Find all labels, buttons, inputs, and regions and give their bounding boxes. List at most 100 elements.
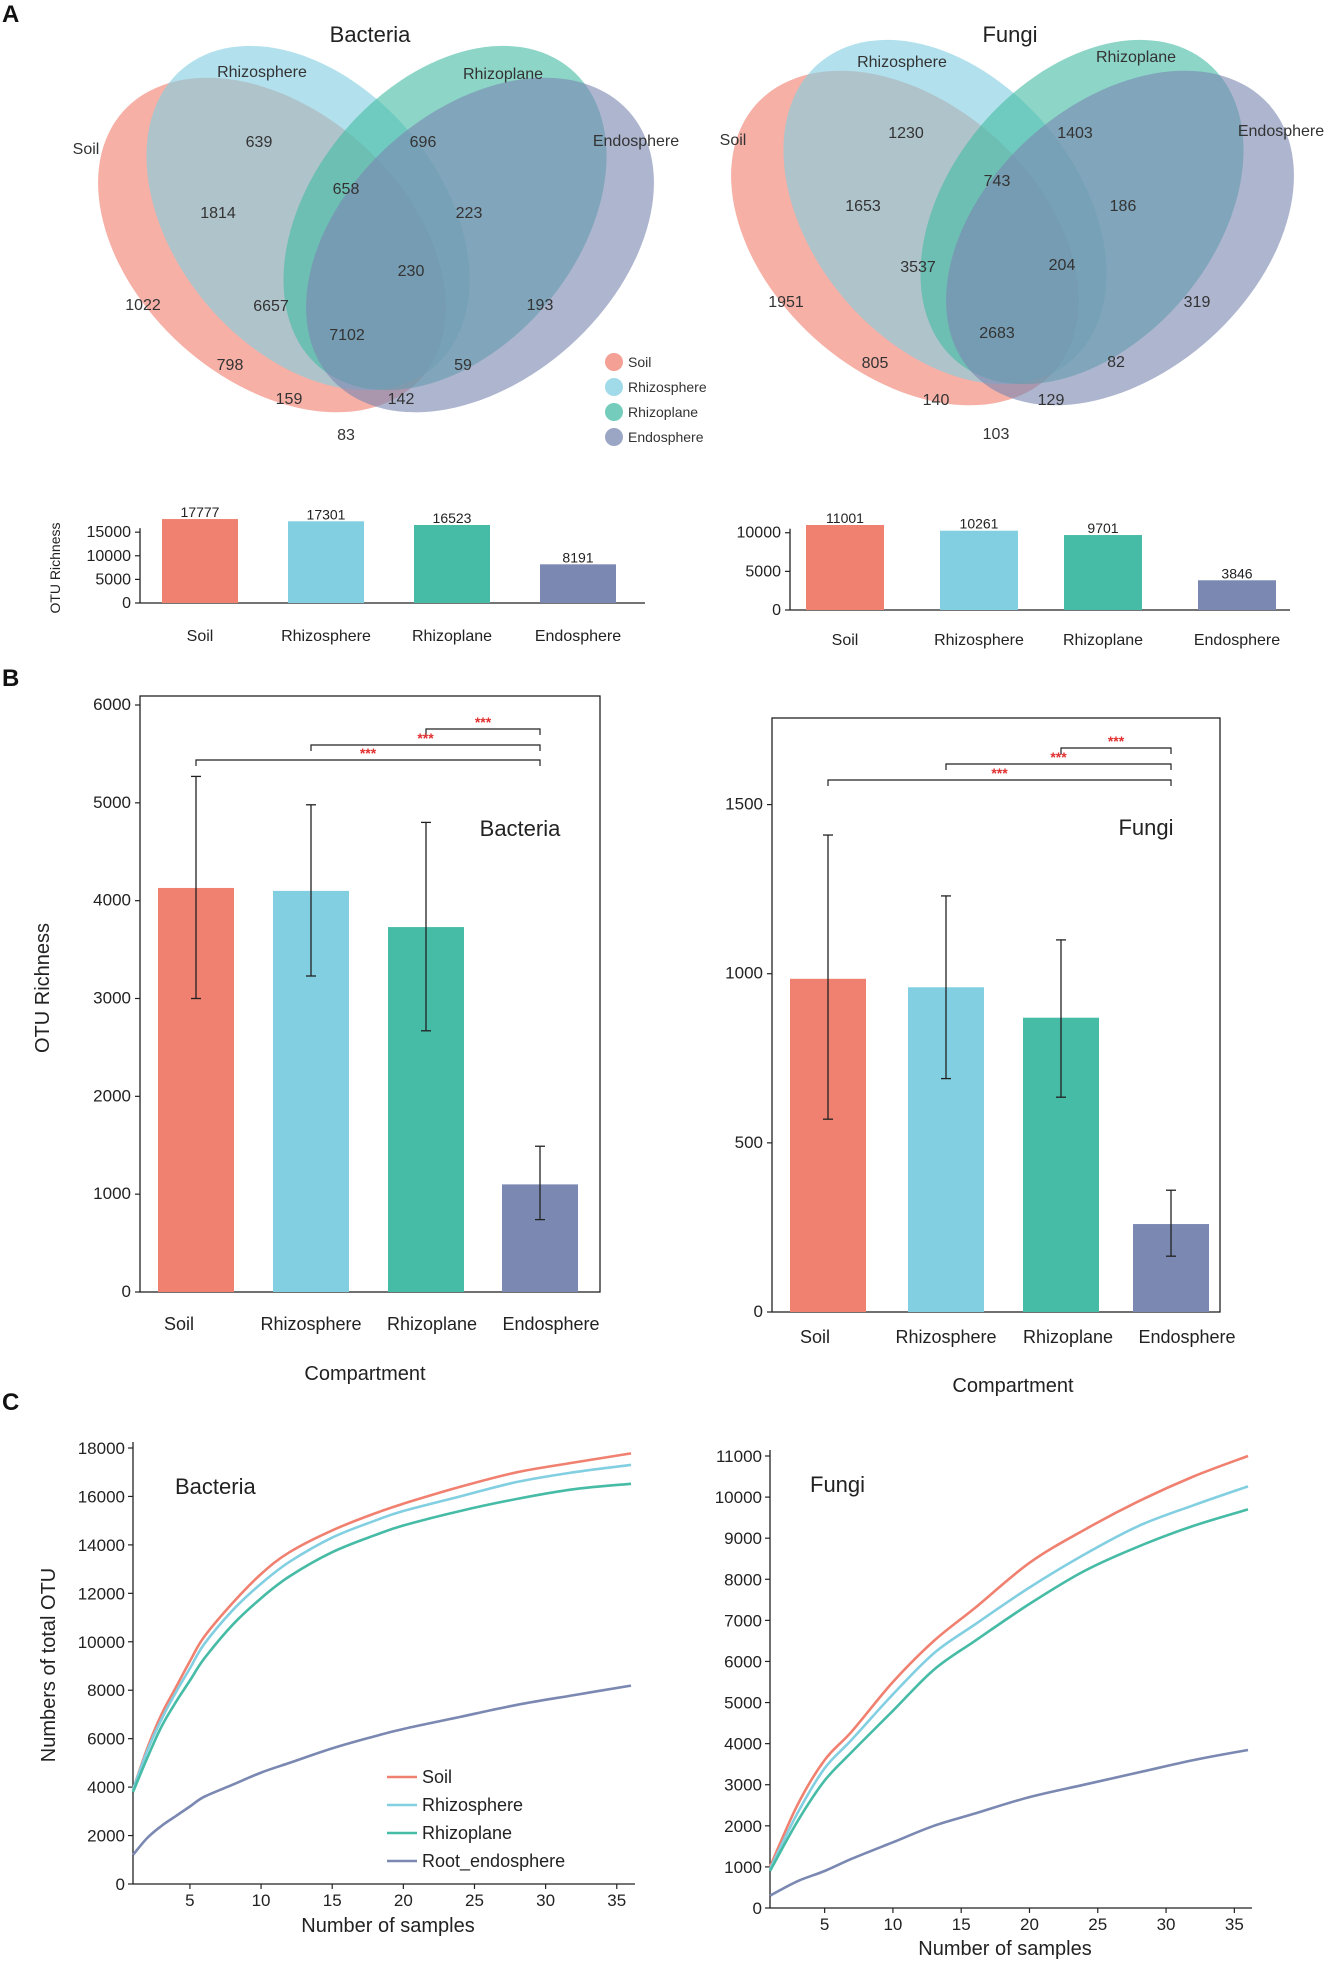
venn-title: Bacteria [330, 22, 411, 47]
x-tick-label: 15 [323, 1891, 342, 1910]
y-tick-label: 4000 [724, 1735, 762, 1754]
chart-title: Bacteria [480, 816, 561, 841]
legend-label-root-endosphere: Root_endosphere [422, 1851, 565, 1872]
accumulation-fungi: 0 1000 2000 3000 4000 5000 6000 7000 8000 9000 100… [715, 1447, 1252, 1960]
venn-count-all: 2683 [979, 325, 1015, 342]
x-tick-label-rhizoplane: Rhizoplane [1063, 632, 1143, 649]
y-tick-label: 15000 [87, 524, 132, 541]
venn-legend-swatch-rhizosphere [605, 378, 623, 396]
significance-label: *** [417, 730, 434, 746]
venn-set-label-rhizosphere: Rhizosphere [857, 54, 947, 71]
y-tick-label: 0 [753, 1899, 762, 1918]
series-line-rhizosphere [768, 1485, 1249, 1870]
y-tick-label: 4000 [87, 1778, 125, 1797]
venn-count-rhizosphere-endosphere: 82 [1107, 354, 1125, 371]
y-tick-label: 0 [754, 1302, 763, 1321]
significance-bracket [827, 779, 1172, 786]
venn-set-label-rhizoplane: Rhizoplane [463, 66, 543, 83]
venn-count-soil-rhizosphere-endosphere: 142 [388, 391, 415, 408]
venn-set-label-soil: Soil [73, 141, 100, 158]
panel-labels: A B C [2, 1, 19, 1416]
bar-value-label: 3846 [1221, 565, 1252, 581]
x-tick-label-rhizosphere: Rhizosphere [260, 1314, 361, 1334]
plot-frame [771, 717, 1221, 1313]
significance-bracket [195, 759, 541, 766]
y-tick-label: 14000 [78, 1536, 125, 1555]
venn-count-rhizoplane: 696 [410, 134, 437, 151]
x-tick-label-endosphere: Endosphere [502, 1314, 599, 1334]
significance-label: *** [1108, 733, 1125, 749]
bar-soil [162, 519, 238, 603]
venn-count-soil-endosphere: 83 [337, 427, 355, 444]
venn-count-soil-rhizosphere-endosphere: 129 [1038, 392, 1065, 409]
y-tick-label: 5000 [93, 793, 131, 812]
venn-count-rhizosphere: 639 [246, 134, 273, 151]
venn-legend-label-rhizosphere: Rhizosphere [628, 379, 707, 395]
x-tick-label: 20 [1020, 1915, 1039, 1934]
y-tick-label: 11000 [716, 1447, 762, 1466]
x-tick-label: 15 [952, 1915, 971, 1934]
bar-value-label: 8191 [562, 549, 593, 565]
x-tick-label-soil: Soil [800, 1327, 830, 1347]
x-tick-label-endosphere: Endosphere [535, 628, 621, 645]
venn-count-soil-rhizoplane-endosphere: 159 [276, 391, 303, 408]
x-axis-label: Compartment [952, 1375, 1074, 1397]
y-tick-label: 5000 [724, 1694, 762, 1713]
venn-count-soil-rhizoplane: 805 [862, 355, 889, 372]
significance-label: *** [991, 765, 1008, 781]
venn-legend-label-endosphere: Endosphere [628, 429, 704, 445]
venn-legend-label-soil: Soil [628, 354, 651, 370]
venn-count-soil-rhizosphere: 1814 [200, 205, 236, 222]
bar-value-label: 11001 [826, 510, 864, 526]
y-tick-label: 1500 [725, 795, 763, 814]
y-tick-label: 16000 [78, 1487, 125, 1506]
x-axis-label: Number of samples [918, 1938, 1091, 1960]
venn-count-rhizosphere-rhizoplane-endosphere: 230 [398, 263, 425, 280]
venn-count-rhizosphere-rhizoplane: 658 [333, 181, 360, 198]
significance-bracket [310, 744, 541, 751]
bar-total-fungi: 0 5000 10000 11001 Soil 10261 Rhizosphere 9701 R… [737, 510, 1290, 649]
y-tick-label: 12000 [78, 1584, 125, 1603]
series-line-soil [768, 1454, 1249, 1868]
y-axis-label: Numbers of total OTU [38, 1568, 60, 1763]
bar-rhizosphere [288, 521, 364, 603]
venn-ellipse-endosphere [306, 77, 654, 413]
y-tick-label: 6000 [87, 1730, 125, 1749]
series-line-root-endosphere [132, 1684, 632, 1856]
y-tick-label: 1000 [725, 964, 763, 983]
venn-bacteria: Bacteria Soil Rhizosphere Rhizoplane Endosph… [73, 22, 680, 444]
series-line-rhizoplane [131, 1482, 632, 1793]
venn-set-label-endosphere: Endosphere [593, 133, 679, 150]
venn-count-soil-rhizosphere-rhizoplane: 3537 [900, 259, 936, 276]
venn-count-rhizoplane-endosphere: 186 [1110, 198, 1137, 215]
x-tick-label-rhizosphere: Rhizosphere [895, 1327, 996, 1347]
bar-value-label: 9701 [1087, 520, 1118, 536]
bar-mean-bacteria: 0 1000 2000 3000 4000 5000 6000 Soil Rhizosphere… [32, 695, 601, 1385]
x-tick-label: 30 [536, 1891, 555, 1910]
venn-legend-label-rhizoplane: Rhizoplane [628, 404, 698, 420]
x-tick-label-endosphere: Endosphere [1194, 632, 1280, 649]
venn-count-soil: 1022 [125, 297, 161, 314]
x-tick-label: 5 [820, 1915, 829, 1934]
y-tick-label: 8000 [724, 1570, 762, 1589]
venn-count-soil-rhizoplane: 798 [217, 357, 244, 374]
y-tick-label: 4000 [93, 891, 131, 910]
venn-count-soil-rhizoplane-endosphere: 140 [923, 392, 950, 409]
venn-count-rhizosphere-rhizoplane-endosphere: 204 [1049, 257, 1076, 274]
y-tick-label: 10000 [87, 548, 132, 565]
x-tick-label-soil: Soil [832, 632, 859, 649]
x-tick-label: 5 [185, 1891, 194, 1910]
y-tick-label: 1000 [93, 1184, 131, 1203]
y-tick-label: 5000 [745, 563, 781, 580]
panel-label-a: A [2, 1, 19, 28]
venn-set-label-soil: Soil [720, 132, 747, 149]
bar-value-label: 10261 [960, 516, 999, 532]
y-tick-label: 1000 [724, 1858, 762, 1877]
x-tick-label-rhizoplane: Rhizoplane [412, 628, 492, 645]
x-tick-label: 25 [1088, 1915, 1107, 1934]
y-tick-label: 10000 [78, 1633, 125, 1652]
x-tick-label-rhizoplane: Rhizoplane [1023, 1327, 1113, 1347]
y-tick-label: 9000 [724, 1529, 762, 1548]
x-tick-label-endosphere: Endosphere [1138, 1327, 1235, 1347]
